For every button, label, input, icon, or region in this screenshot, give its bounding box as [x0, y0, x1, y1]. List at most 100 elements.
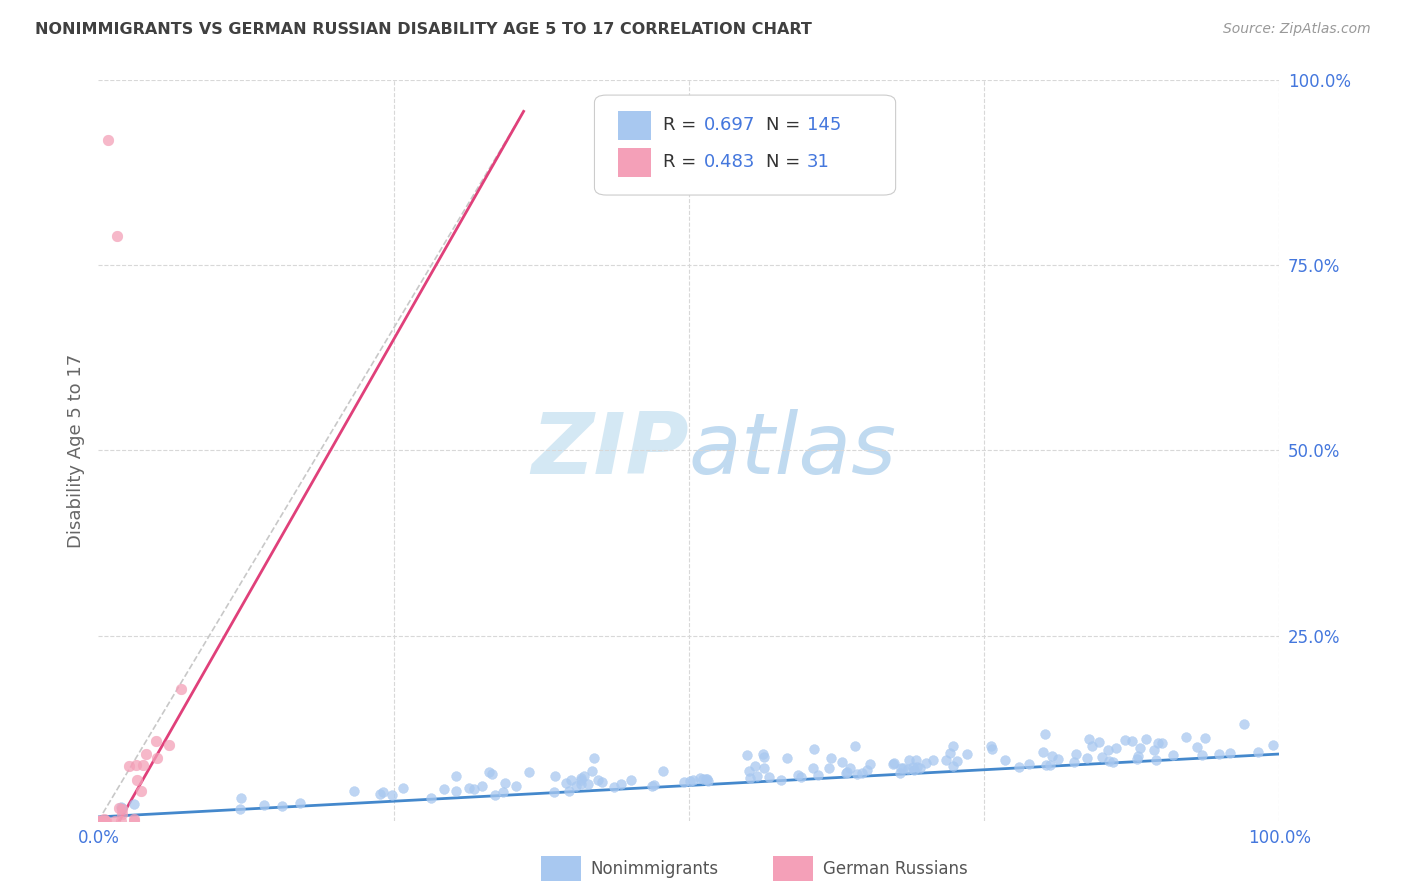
Point: [844, 739, 866, 754]
Point: [93, 814, 115, 828]
Point: [1147, 736, 1170, 750]
Point: [901, 760, 924, 774]
Point: [90, 814, 112, 828]
Point: [803, 742, 825, 756]
Text: ZIP: ZIP: [531, 409, 689, 492]
Point: [1091, 749, 1114, 764]
Point: [591, 775, 613, 789]
Point: [1076, 751, 1098, 765]
Point: [801, 761, 824, 775]
Point: [905, 760, 928, 774]
Point: [1008, 760, 1031, 774]
Point: [157, 738, 180, 752]
Point: [463, 782, 485, 797]
Point: [1129, 740, 1152, 755]
Point: [111, 802, 134, 816]
Point: [856, 763, 879, 777]
Point: [1078, 732, 1101, 747]
Point: [582, 750, 605, 764]
Point: [588, 772, 610, 787]
Point: [915, 756, 938, 770]
Point: [1247, 745, 1270, 759]
Point: [368, 787, 391, 801]
Point: [93, 812, 115, 826]
Point: [1175, 730, 1198, 744]
Point: [898, 753, 921, 767]
Point: [1063, 755, 1085, 769]
Point: [484, 788, 506, 802]
Point: [433, 781, 456, 796]
Point: [752, 761, 775, 775]
Point: [769, 773, 792, 788]
Point: [651, 764, 673, 779]
Point: [569, 776, 592, 790]
Point: [478, 765, 501, 780]
Point: [1263, 738, 1285, 752]
Point: [576, 777, 599, 791]
Point: [1126, 748, 1149, 763]
Point: [1088, 735, 1111, 749]
Point: [457, 781, 479, 796]
Point: [146, 751, 169, 765]
Point: [981, 742, 1004, 756]
Point: [93, 814, 115, 828]
Text: atlas: atlas: [689, 409, 897, 492]
Point: [890, 761, 912, 775]
Point: [229, 791, 252, 805]
Point: [744, 759, 766, 773]
Point: [682, 772, 704, 787]
Point: [555, 776, 578, 790]
FancyBboxPatch shape: [619, 112, 651, 139]
Point: [776, 751, 799, 765]
Point: [343, 784, 366, 798]
Point: [420, 791, 443, 805]
Point: [851, 766, 873, 780]
Point: [1233, 717, 1256, 731]
Point: [89, 814, 111, 828]
Point: [111, 807, 134, 822]
Point: [740, 771, 762, 785]
Point: [91, 814, 114, 828]
Point: [692, 772, 714, 786]
Point: [371, 785, 394, 799]
Point: [91, 814, 114, 828]
Text: 145: 145: [807, 117, 841, 135]
Point: [481, 767, 503, 781]
FancyBboxPatch shape: [595, 95, 896, 195]
Text: 0.697: 0.697: [704, 117, 755, 135]
Point: [946, 754, 969, 768]
Point: [270, 799, 292, 814]
Point: [689, 772, 711, 786]
Point: [603, 780, 626, 794]
Point: [288, 796, 311, 810]
Point: [939, 747, 962, 761]
Point: [125, 758, 148, 772]
Point: [253, 797, 276, 812]
Point: [831, 755, 853, 769]
Point: [145, 733, 167, 747]
Point: [820, 751, 842, 765]
Point: [170, 682, 193, 697]
Point: [104, 814, 127, 828]
Point: [956, 747, 979, 761]
Point: [89, 814, 111, 828]
FancyBboxPatch shape: [619, 148, 651, 177]
Text: Nonimmigrants: Nonimmigrants: [591, 860, 718, 878]
Point: [117, 758, 139, 772]
Point: [1161, 748, 1184, 763]
Point: [1135, 732, 1157, 747]
Point: [891, 761, 914, 775]
Text: R =: R =: [664, 153, 702, 171]
Point: [89, 814, 111, 828]
Point: [1105, 741, 1128, 756]
Point: [980, 739, 1002, 753]
Text: NONIMMIGRANTS VS GERMAN RUSSIAN DISABILITY AGE 5 TO 17 CORRELATION CHART: NONIMMIGRANTS VS GERMAN RUSSIAN DISABILI…: [35, 22, 813, 37]
Point: [640, 780, 662, 794]
Y-axis label: Disability Age 5 to 17: Disability Age 5 to 17: [66, 353, 84, 548]
Point: [942, 759, 965, 773]
Point: [391, 780, 413, 795]
Point: [87, 814, 110, 828]
Point: [492, 785, 515, 799]
Point: [446, 783, 468, 797]
Point: [505, 779, 527, 793]
